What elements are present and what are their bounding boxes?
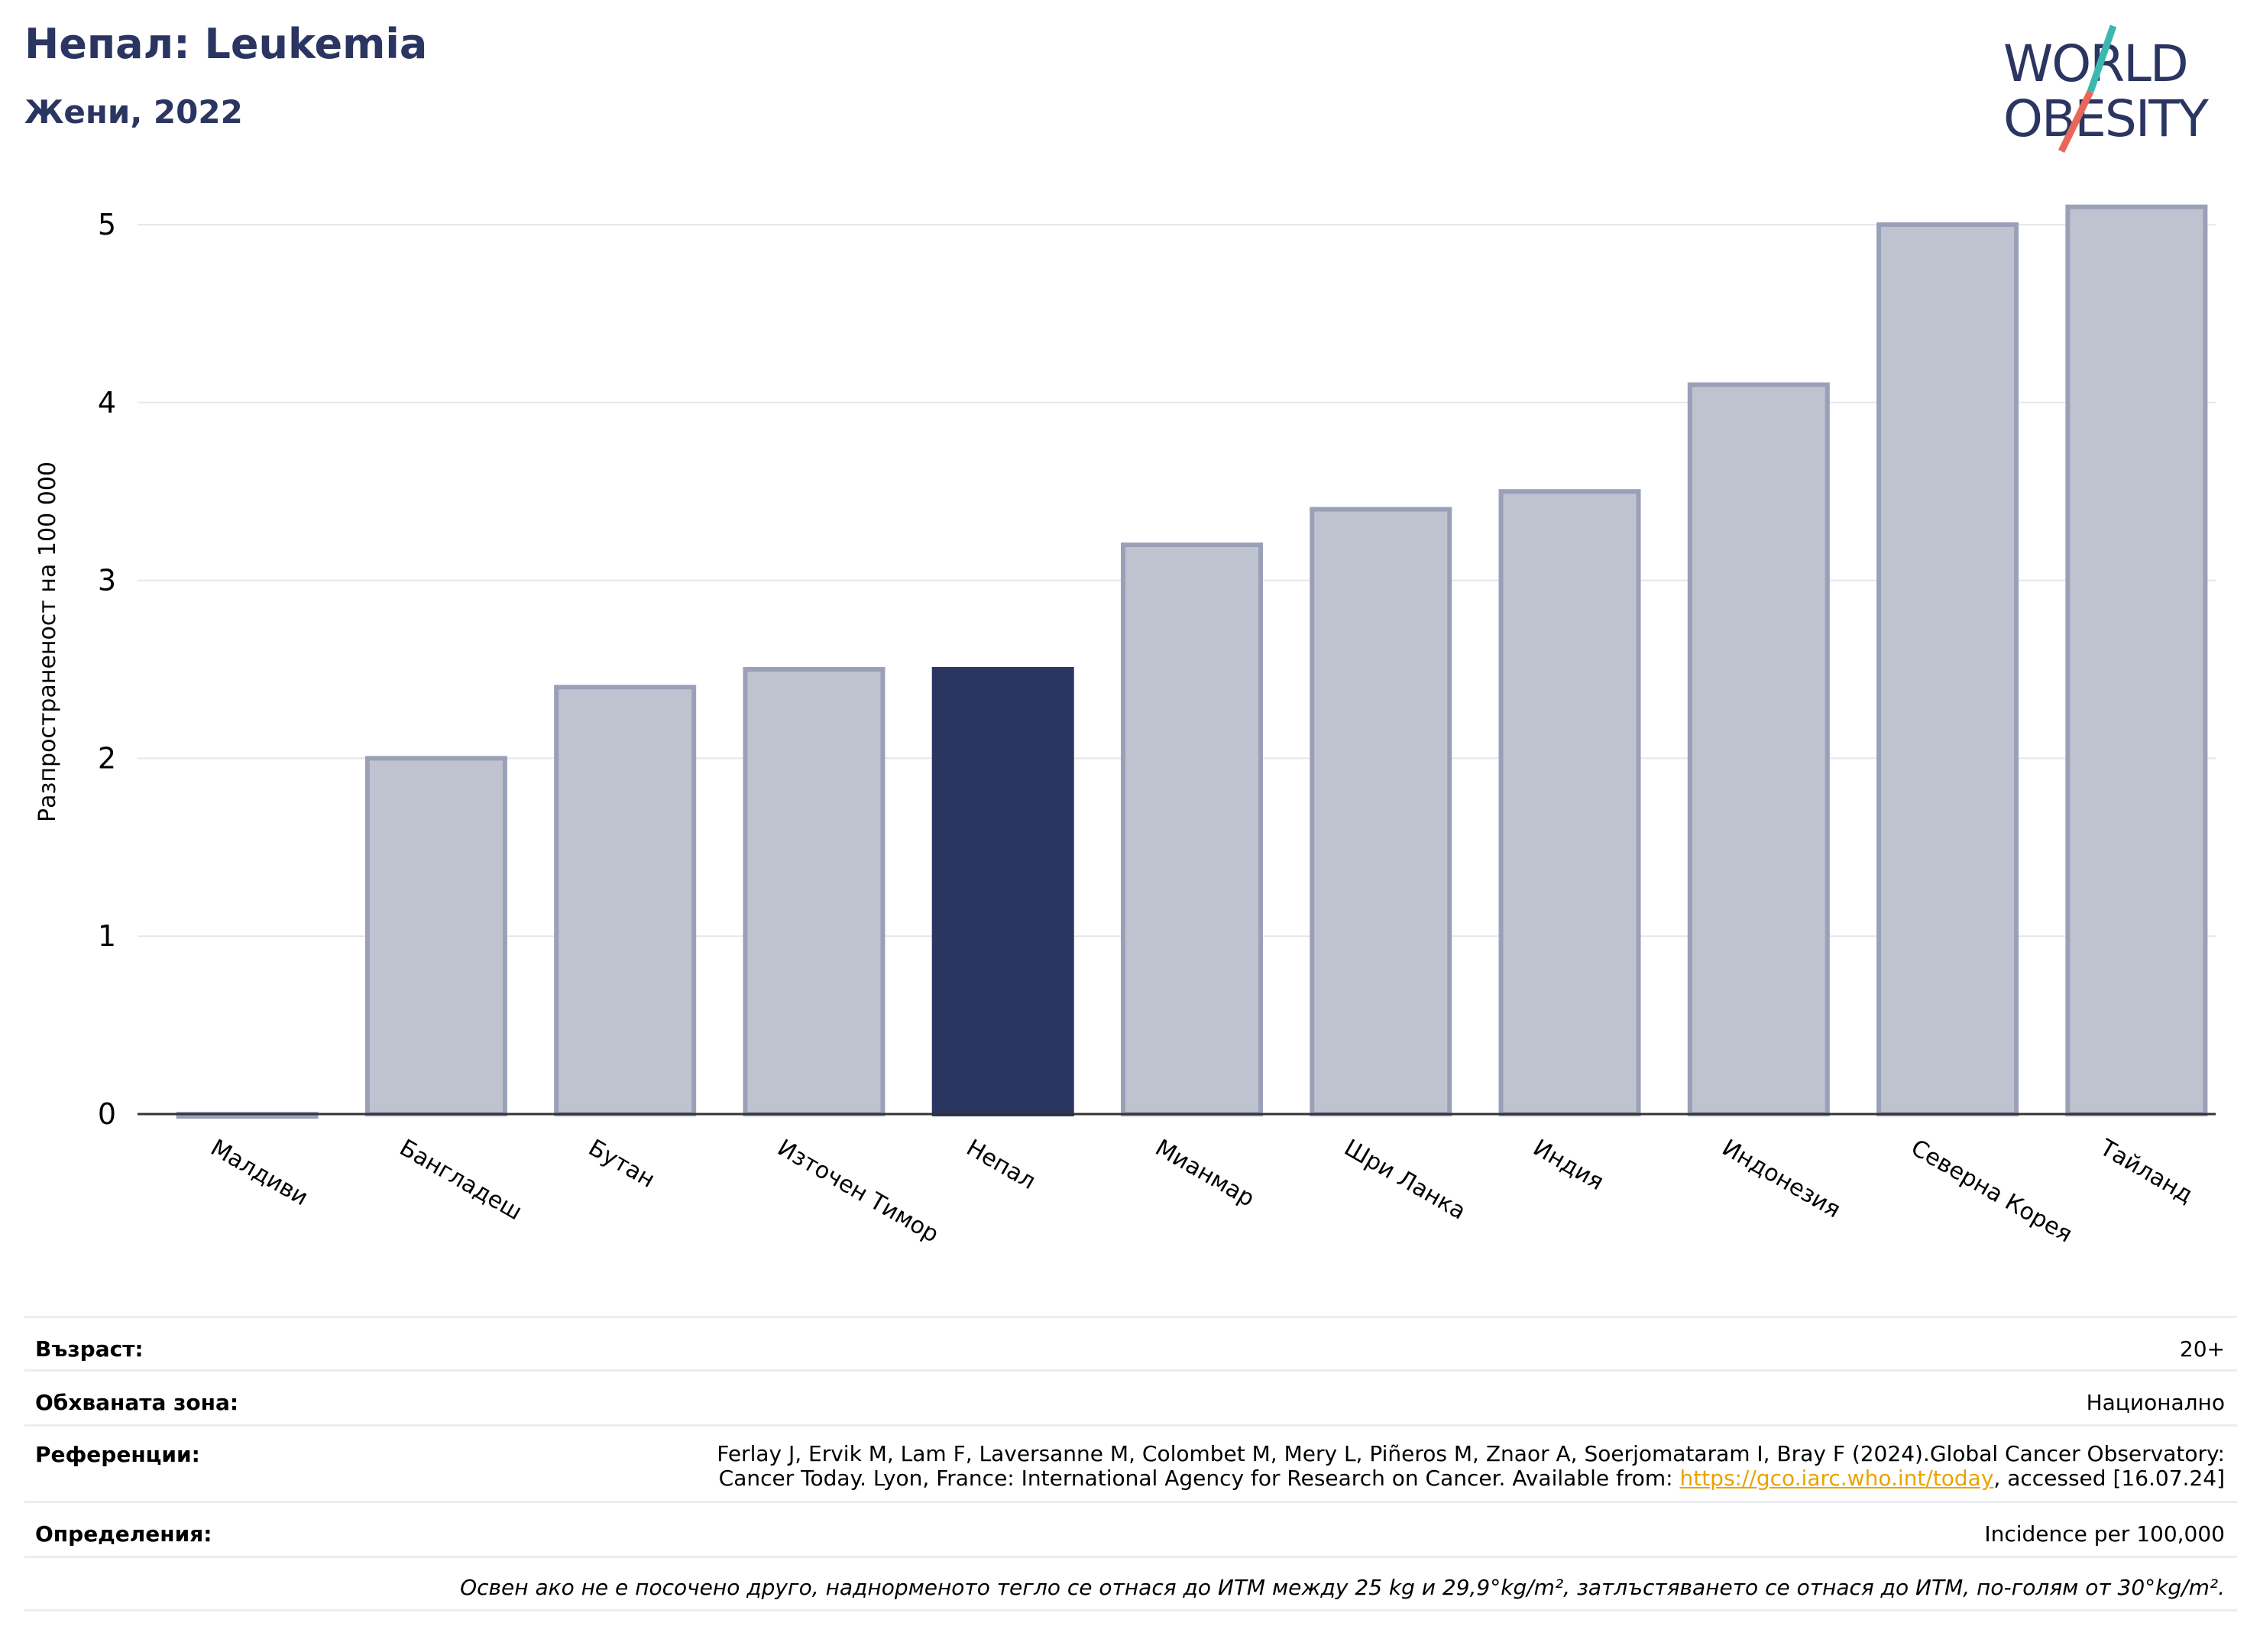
x-tick-label: Непал: [962, 1135, 1041, 1195]
y-tick-label: 1: [98, 919, 116, 953]
chart-subtitle: Жени, 2022: [24, 93, 243, 131]
bar-5: [931, 667, 1074, 1116]
references-link[interactable]: https://gco.iarc.who.int/today: [1679, 1466, 1994, 1491]
bar-8: [1498, 489, 1641, 1116]
bar-9: [1687, 382, 1830, 1116]
footer-row-references: Референции: Ferlay J, Ervik M, Lam F, La…: [24, 1424, 2237, 1501]
x-tick-label: Индонезия: [1718, 1135, 1845, 1224]
references-line1: Ferlay J, Ervik M, Lam F, Laversanne M, …: [717, 1441, 2225, 1466]
bar-10: [1876, 222, 2019, 1116]
age-label: Възраст:: [35, 1336, 144, 1362]
bars: [176, 204, 2208, 1119]
y-tick-label: 5: [98, 208, 116, 241]
x-tick-label: Бутан: [584, 1135, 659, 1194]
bar-6: [1121, 543, 1263, 1116]
logo-slash-red: [2058, 90, 2094, 153]
bar-2: [364, 756, 507, 1117]
footer-row-area: Обхваната зона: Национално: [24, 1369, 2237, 1424]
area-label: Обхваната зона:: [35, 1390, 239, 1415]
definitions-label: Определения:: [35, 1521, 212, 1547]
x-tick-label: Бангладеш: [395, 1135, 526, 1226]
x-tick-label: Шри Ланка: [1339, 1135, 1470, 1226]
bar-3: [554, 685, 697, 1116]
y-tick-label: 4: [98, 386, 116, 419]
footer-row-note: Освен ако не е посочено друго, наднормен…: [24, 1556, 2237, 1610]
bar-11: [2065, 204, 2208, 1117]
x-tick-label: Източен Тимор: [772, 1135, 943, 1249]
chart-title: Непал: Leukemia: [24, 20, 428, 68]
logo-line2: OBESITY: [2003, 89, 2210, 148]
references-line2-text: Cancer Today. Lyon, France: Internationa…: [718, 1466, 1680, 1491]
footer-row-definitions: Определения: Incidence per 100,000: [24, 1501, 2237, 1555]
bar-chart: 0 1 2 3 4 5 Малдиви Бангладеш Бутан Източен Тимо…: [34, 204, 2216, 1249]
logo-slash-teal: [2087, 24, 2117, 93]
x-tick-label: Северна Корея: [1906, 1135, 2077, 1249]
world-obesity-logo: WORLD OBESITY: [2003, 24, 2211, 153]
definitions-value: Incidence per 100,000: [1984, 1521, 2225, 1547]
references-label: Референции:: [35, 1442, 200, 1467]
references-line2: Cancer Today. Lyon, France: Internationa…: [717, 1466, 2225, 1491]
x-tick-labels: Малдиви Бангладеш Бутан Източен Тимор Непал М…: [206, 1134, 2197, 1249]
x-tick-label: Мианмар: [1151, 1135, 1259, 1213]
age-value: 20+: [2179, 1336, 2225, 1362]
y-axis-label: Разпространеност на 100 000: [34, 462, 61, 822]
y-tick-label: 3: [98, 564, 116, 598]
x-tick-label: Малдиви: [206, 1135, 312, 1212]
bar-7: [1310, 507, 1452, 1116]
references-text: Ferlay J, Ervik M, Lam F, Laversanne M, …: [717, 1442, 2225, 1491]
y-tick-label: 2: [98, 741, 116, 775]
footer-row-age: Възраст: 20+: [24, 1316, 2237, 1370]
footnote-text: Освен ако не е посочено друго, наднормен…: [460, 1575, 2225, 1600]
x-tick-label: Тайланд: [2094, 1134, 2197, 1209]
y-tick-label: 0: [98, 1097, 116, 1131]
bar-4: [743, 667, 886, 1116]
y-tick-labels: 0 1 2 3 4 5: [98, 208, 116, 1131]
x-tick-label: Индия: [1529, 1135, 1608, 1196]
references-accessed: , accessed [16.07.24]: [1993, 1466, 2225, 1491]
area-value: Национално: [2086, 1390, 2225, 1415]
footer-bottom-divider: [24, 1609, 2237, 1612]
